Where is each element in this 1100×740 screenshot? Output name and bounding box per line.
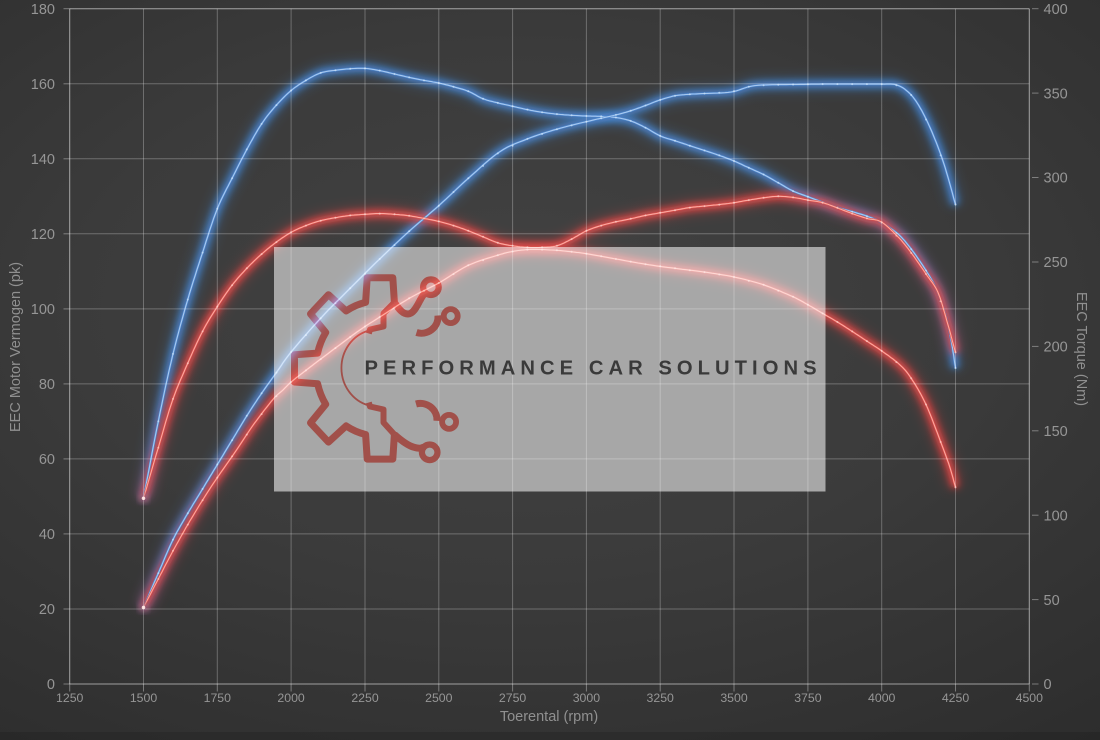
svg-text:2000: 2000: [277, 691, 305, 705]
svg-text:60: 60: [39, 452, 55, 468]
svg-text:0: 0: [1044, 677, 1052, 693]
svg-text:180: 180: [31, 2, 55, 18]
svg-text:150: 150: [1044, 424, 1068, 440]
svg-text:160: 160: [31, 77, 55, 93]
svg-text:4500: 4500: [1016, 691, 1044, 705]
svg-text:20: 20: [39, 602, 55, 618]
svg-text:80: 80: [39, 377, 55, 393]
svg-text:3250: 3250: [647, 691, 675, 705]
svg-text:4250: 4250: [942, 691, 970, 705]
svg-text:1750: 1750: [204, 691, 232, 705]
svg-text:2250: 2250: [351, 691, 379, 705]
svg-text:40: 40: [39, 527, 55, 543]
svg-text:100: 100: [1044, 508, 1068, 524]
svg-text:3000: 3000: [573, 691, 601, 705]
svg-text:1500: 1500: [130, 691, 158, 705]
svg-text:2500: 2500: [425, 691, 453, 705]
svg-text:100: 100: [31, 302, 55, 318]
svg-text:200: 200: [1044, 340, 1068, 356]
svg-text:250: 250: [1044, 255, 1068, 271]
svg-text:3500: 3500: [720, 691, 748, 705]
svg-text:2750: 2750: [499, 691, 527, 705]
svg-text:300: 300: [1044, 171, 1068, 187]
svg-text:Toerental (rpm): Toerental (rpm): [500, 709, 598, 725]
svg-text:EEC Motor Vermogen (pk): EEC Motor Vermogen (pk): [8, 262, 24, 432]
svg-text:120: 120: [31, 227, 55, 243]
svg-text:PERFORMANCE CAR SOLUTIONS: PERFORMANCE CAR SOLUTIONS: [365, 358, 822, 380]
svg-text:EEC Torque (Nm): EEC Torque (Nm): [1073, 292, 1089, 406]
svg-text:3750: 3750: [794, 691, 822, 705]
svg-text:4000: 4000: [868, 691, 896, 705]
svg-text:50: 50: [1044, 593, 1060, 609]
svg-text:1250: 1250: [56, 691, 84, 705]
svg-text:400: 400: [1044, 2, 1068, 18]
svg-text:140: 140: [31, 152, 55, 168]
svg-text:350: 350: [1044, 86, 1068, 102]
svg-text:0: 0: [47, 677, 55, 693]
